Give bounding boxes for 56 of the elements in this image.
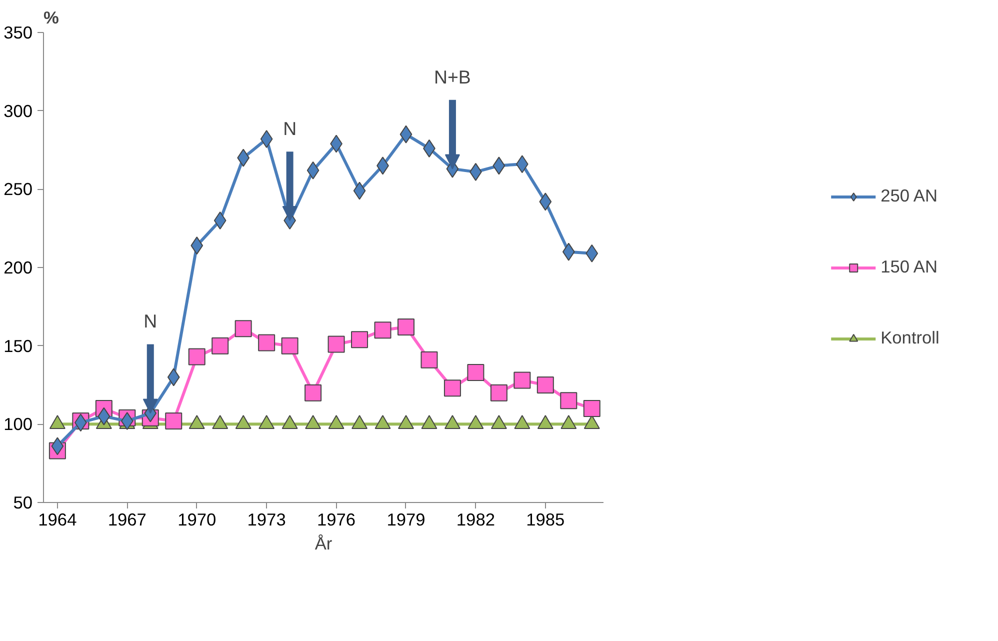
point bbox=[397, 318, 414, 336]
legend-label: Kontroll bbox=[880, 328, 940, 348]
point bbox=[539, 192, 552, 211]
point bbox=[258, 334, 276, 352]
point bbox=[351, 331, 368, 348]
point bbox=[492, 156, 506, 175]
y-tick-label: 350 bbox=[4, 22, 33, 42]
x-tick-label: 1970 bbox=[178, 510, 216, 530]
point bbox=[562, 242, 575, 261]
point bbox=[400, 125, 412, 144]
point bbox=[165, 412, 182, 430]
point bbox=[281, 337, 298, 354]
point bbox=[188, 348, 206, 366]
annotation: N bbox=[283, 118, 297, 140]
point bbox=[167, 368, 180, 386]
point bbox=[120, 412, 134, 430]
legend-label: 150 AN bbox=[880, 256, 938, 278]
x-tick-label: 1982 bbox=[456, 510, 495, 530]
x-tick-label: 1976 bbox=[317, 510, 356, 530]
point bbox=[306, 161, 320, 180]
y-tick-label: 50 bbox=[13, 492, 33, 512]
legend-label: 250 AN bbox=[880, 186, 938, 206]
point bbox=[420, 351, 438, 368]
y-tick-label: 250 bbox=[4, 179, 33, 200]
point bbox=[234, 320, 252, 338]
point bbox=[583, 400, 600, 417]
y-tick-label: 100 bbox=[4, 414, 33, 434]
point bbox=[514, 372, 531, 389]
point bbox=[444, 380, 461, 397]
annotation: N+B bbox=[434, 66, 471, 88]
point bbox=[490, 384, 508, 402]
point bbox=[374, 322, 392, 339]
point bbox=[260, 130, 273, 148]
point bbox=[560, 392, 578, 410]
y-tick-label: 150 bbox=[4, 336, 33, 356]
y-axis-title: % bbox=[44, 8, 59, 28]
x-tick-label: 1973 bbox=[247, 510, 286, 530]
point bbox=[212, 337, 229, 354]
point bbox=[304, 384, 322, 402]
point bbox=[467, 364, 484, 381]
point bbox=[536, 376, 554, 394]
x-tick-label: 1964 bbox=[38, 510, 78, 530]
point bbox=[98, 407, 110, 426]
y-tick-label: 200 bbox=[4, 258, 33, 278]
point bbox=[51, 437, 64, 456]
x-tick-label: 1985 bbox=[526, 510, 565, 530]
point bbox=[353, 182, 366, 200]
x-tick-label: 1979 bbox=[386, 510, 426, 530]
annotation: N bbox=[144, 310, 158, 332]
point bbox=[190, 236, 204, 255]
y-tick-label: 300 bbox=[4, 100, 33, 121]
point bbox=[586, 244, 598, 262]
x-tick-label: 1967 bbox=[108, 510, 146, 530]
point bbox=[214, 212, 226, 230]
x-axis-title: År bbox=[314, 534, 332, 554]
point bbox=[328, 336, 345, 353]
